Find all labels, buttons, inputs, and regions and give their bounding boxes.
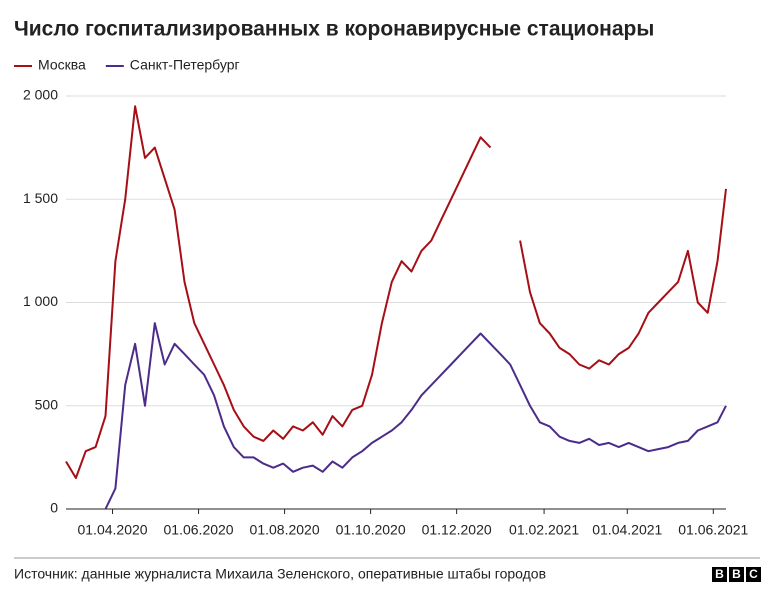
- x-tick-label: 01.08.2020: [250, 522, 320, 538]
- logo-box: [729, 567, 744, 582]
- y-tick-label: 1 500: [23, 190, 58, 206]
- logo-letter: B: [715, 567, 724, 581]
- y-tick-label: 1 000: [23, 293, 58, 309]
- logo-box: [746, 567, 761, 582]
- x-tick-label: 01.02.2021: [509, 522, 579, 538]
- y-tick-label: 2 000: [23, 87, 58, 103]
- x-tick-label: 01.04.2021: [592, 522, 662, 538]
- series-line: [65, 105, 727, 479]
- x-tick-label: 01.04.2020: [77, 522, 147, 538]
- legend-label: Санкт-Петербург: [130, 57, 240, 73]
- series-line: [104, 322, 727, 510]
- y-tick-label: 0: [50, 500, 58, 516]
- chart-title: Число госпитализированных в коронавирусн…: [14, 18, 654, 41]
- source: Источник: данные журналиста Михаила Зеле…: [14, 566, 546, 582]
- x-tick-label: 01.12.2020: [422, 522, 492, 538]
- logo-box: [712, 567, 727, 582]
- legend-label: Москва: [38, 57, 86, 73]
- logo-letter: B: [732, 567, 741, 581]
- y-tick-label: 500: [35, 396, 59, 412]
- x-tick-label: 01.06.2021: [678, 522, 748, 538]
- x-tick-label: 01.10.2020: [336, 522, 406, 538]
- logo-letter: C: [749, 567, 758, 581]
- x-tick-label: 01.06.2020: [164, 522, 234, 538]
